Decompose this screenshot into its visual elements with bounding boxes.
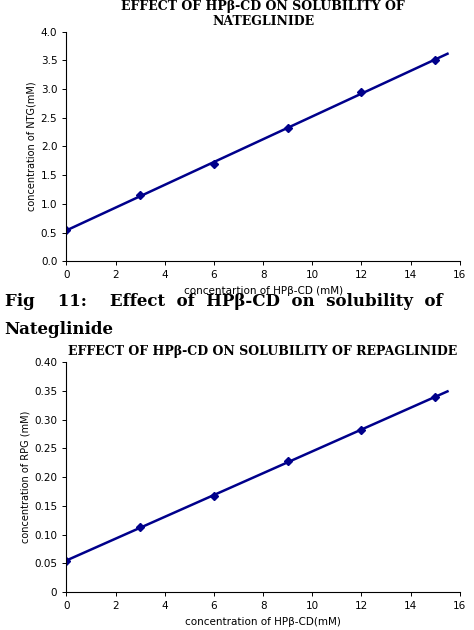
- Title: EFFECT OF HPβ-CD ON SOLUBILITY OF
NATEGLINIDE: EFFECT OF HPβ-CD ON SOLUBILITY OF NATEGL…: [121, 0, 405, 28]
- Y-axis label: concentration of NTG(mM): concentration of NTG(mM): [27, 82, 36, 211]
- X-axis label: concentration of HPβ-CD(mM): concentration of HPβ-CD(mM): [185, 617, 341, 627]
- Text: Nateglinide: Nateglinide: [5, 321, 114, 338]
- Y-axis label: concentration of RPG (mM): concentration of RPG (mM): [20, 411, 30, 544]
- Title: EFFECT OF HPβ-CD ON SOLUBILITY OF REPAGLINIDE: EFFECT OF HPβ-CD ON SOLUBILITY OF REPAGL…: [68, 345, 458, 358]
- Text: Fig    11:    Effect  of  HPβ-CD  on  solubility  of: Fig 11: Effect of HPβ-CD on solubility o…: [5, 293, 442, 310]
- X-axis label: concentartion of HPβ-CD (mM): concentartion of HPβ-CD (mM): [183, 286, 343, 296]
